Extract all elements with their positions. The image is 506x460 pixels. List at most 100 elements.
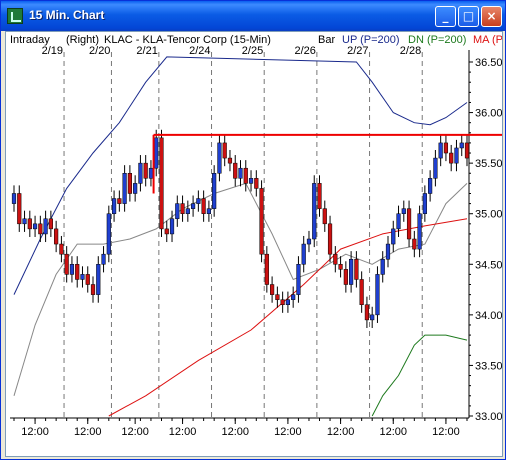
candle-body [370,314,375,321]
y-tick-label: 36.00 [475,108,502,120]
y-tick-label: 34.00 [475,310,502,322]
candle-body [190,203,196,209]
price-chart[interactable]: Intraday (Right) KLAC - KLA-Tencor Corp (1… [6,32,506,456]
candle-body [259,188,264,255]
date-label: 2/26 [294,45,315,57]
candle-body [48,218,53,230]
candle-body [169,218,175,235]
candle-body [296,264,301,295]
up-band-line [13,56,468,295]
bar-label: Bar [318,34,335,46]
candle-body [154,137,159,169]
title-bar[interactable]: 15 Min. Chart _ □ × [1,1,505,31]
candle-body [196,198,201,204]
candle-body [27,218,32,230]
candle-body [117,198,122,204]
x-tick-label: 12:00 [74,426,102,438]
x-tick-label: 12:00 [432,426,460,438]
candle-body [238,167,243,179]
candle-body [164,228,169,235]
candle-body [380,258,385,275]
candle-body [354,258,359,280]
chart-title: KLAC - KLA-Tencor Corp (15-Min) [104,34,271,46]
candle-body [438,142,443,159]
candle-body [428,178,433,194]
candle-body [38,223,43,235]
candle-body [122,173,127,204]
y-tick-label: 33.00 [475,411,502,423]
date-label: 2/27 [347,45,368,57]
candle-body [180,203,185,214]
candle-body [133,183,138,194]
chart-app-icon [7,8,23,24]
x-tick-label: 12:00 [221,426,249,438]
candle-body [138,162,143,184]
x-tick-label: 12:00 [21,426,49,438]
candle-body [275,294,280,300]
candle-body [233,162,238,179]
candle-body [80,274,85,280]
candle-body [349,258,354,285]
date-label: 2/25 [242,45,263,57]
candle-body [317,183,322,209]
dn-band-label: DN (P=200) [408,34,466,46]
candle-body [106,213,111,255]
candle-body [280,299,285,305]
candle-body [338,264,343,270]
candle-body [243,167,248,184]
up-band-label: UP (P=200) [342,34,400,46]
candle-body [11,193,17,204]
candle-body [22,218,27,225]
candle-body [127,173,132,194]
x-tick-label: 12:00 [274,426,302,438]
candle-body [322,208,327,225]
candle-body [227,157,233,164]
candle-body [401,208,406,214]
candle-body [396,213,401,230]
candle-body [454,147,459,164]
candle-body [185,208,190,214]
candle-body [148,167,154,179]
dn-band-line [371,334,468,417]
candle-body [201,198,206,214]
candle-body [443,142,449,154]
candle-body [375,274,380,316]
minimize-button[interactable]: _ [435,6,456,27]
candle-body [312,183,317,240]
y-tick-label: 36.50 [475,57,502,69]
candle-body [59,243,64,255]
candle-body [359,279,364,305]
candle-body [54,228,59,245]
close-button[interactable]: × [481,6,502,27]
date-label: 2/19 [42,45,63,57]
candle-body [459,142,464,149]
candle-body [301,243,306,265]
candle-body [212,173,217,209]
candle-body [270,284,275,295]
candle-body [43,218,48,235]
candle-body [143,162,148,179]
period-label: Intraday [10,34,50,46]
candle-body [111,198,117,214]
chart-area[interactable]: Intraday (Right) KLAC - KLA-Tencor Corp (1… [5,31,506,457]
date-label: 2/21 [136,45,157,57]
candle-body [333,253,338,265]
candle-body [90,284,96,295]
candle-body [69,264,75,275]
candle-body [206,208,211,214]
candle-body [449,152,454,164]
y-tick-label: 35.00 [475,209,502,221]
candle-body [343,269,348,285]
candle-body [464,142,470,159]
candle-body [64,253,69,275]
candle-body [222,142,227,159]
date-label: 2/20 [89,45,110,57]
candle-body [291,294,296,300]
candle-body [175,203,180,220]
x-tick-label: 12:00 [169,426,197,438]
candle-body [264,253,269,285]
candle-body [422,193,427,214]
maximize-button[interactable]: □ [458,6,479,27]
date-label: 2/28 [400,45,421,57]
candle-body [248,178,254,184]
